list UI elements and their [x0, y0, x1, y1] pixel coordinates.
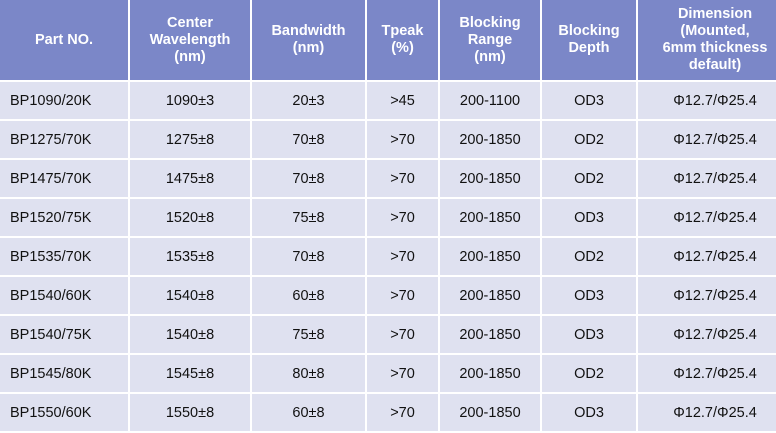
header-line: Tpeak	[381, 23, 424, 39]
header-blocking-depth: Blocking Depth	[542, 0, 636, 80]
cell-part-no: BP1535/70K	[0, 238, 128, 275]
header-line: Range	[467, 31, 513, 48]
header-line: (nm)	[292, 40, 325, 56]
table-row: BP1545/80K 1545±8 80±8 >70 200-1850 OD2 Φ12.7/…	[0, 355, 776, 392]
header-part-no: Part NO.	[0, 0, 128, 80]
cell-dimension: Φ12.7/Φ25.4	[638, 121, 776, 158]
cell-blocking-depth: OD2	[542, 160, 636, 197]
cell-part-no: BP1540/60K	[0, 277, 128, 314]
cell-tpeak: >70	[367, 277, 438, 314]
cell-center-wavelength: 1090±3	[130, 82, 250, 119]
cell-blocking-depth: OD3	[542, 82, 636, 119]
cell-bandwidth: 70±8	[252, 121, 365, 158]
cell-blocking-range: 200-1850	[440, 316, 540, 353]
cell-part-no: BP1520/75K	[0, 199, 128, 236]
header-line: Depth	[568, 40, 610, 56]
cell-blocking-range: 200-1100	[440, 82, 540, 119]
cell-bandwidth: 20±3	[252, 82, 365, 119]
header-tpeak: Tpeak (%)	[367, 0, 438, 80]
table-row: BP1550/60K 1550±8 60±8 >70 200-1850 OD3 Φ12.7/…	[0, 394, 776, 431]
cell-center-wavelength: 1520±8	[130, 199, 250, 236]
table-row: BP1275/70K 1275±8 70±8 >70 200-1850 OD2 Φ12.7/…	[0, 121, 776, 158]
cell-dimension: Φ12.7/Φ25.4	[638, 355, 776, 392]
header-line: Dimension	[677, 6, 753, 22]
cell-blocking-range: 200-1850	[440, 121, 540, 158]
header-dimension: Dimension (Mounted, 6mm thickness default)	[638, 0, 776, 80]
cell-dimension: Φ12.7/Φ25.4	[638, 394, 776, 431]
cell-center-wavelength: 1540±8	[130, 316, 250, 353]
cell-tpeak: >45	[367, 82, 438, 119]
header-line: (Mounted,	[680, 23, 750, 39]
cell-blocking-depth: OD3	[542, 277, 636, 314]
cell-part-no: BP1550/60K	[0, 394, 128, 431]
cell-blocking-range: 200-1850	[440, 238, 540, 275]
cell-blocking-depth: OD3	[542, 394, 636, 431]
cell-dimension: Φ12.7/Φ25.4	[638, 160, 776, 197]
cell-center-wavelength: 1550±8	[130, 394, 250, 431]
cell-dimension: Φ12.7/Φ25.4	[638, 82, 776, 119]
cell-blocking-depth: OD3	[542, 199, 636, 236]
cell-bandwidth: 70±8	[252, 238, 365, 275]
cell-part-no: BP1275/70K	[0, 121, 128, 158]
table-row: BP1090/20K 1090±3 20±3 >45 200-1100 OD3 Φ12.7/…	[0, 82, 776, 119]
header-line: (nm)	[174, 48, 206, 65]
cell-part-no: BP1475/70K	[0, 160, 128, 197]
header-line: default)	[688, 57, 742, 73]
cell-center-wavelength: 1540±8	[130, 277, 250, 314]
header-blocking-range: Blocking Range (nm)	[440, 0, 540, 80]
cell-tpeak: >70	[367, 160, 438, 197]
cell-dimension: Φ12.7/Φ25.4	[638, 277, 776, 314]
header-line: Blocking	[459, 14, 521, 31]
cell-tpeak: >70	[367, 199, 438, 236]
table-row: BP1540/60K 1540±8 60±8 >70 200-1850 OD3 Φ12.7/…	[0, 277, 776, 314]
cell-bandwidth: 60±8	[252, 277, 365, 314]
header-line: Bandwidth	[271, 23, 346, 39]
cell-tpeak: >70	[367, 316, 438, 353]
cell-blocking-depth: OD3	[542, 316, 636, 353]
cell-bandwidth: 70±8	[252, 160, 365, 197]
cell-center-wavelength: 1475±8	[130, 160, 250, 197]
cell-dimension: Φ12.7/Φ25.4	[638, 316, 776, 353]
cell-tpeak: >70	[367, 355, 438, 392]
cell-blocking-depth: OD2	[542, 121, 636, 158]
cell-blocking-range: 200-1850	[440, 355, 540, 392]
header-line: 6mm thickness	[662, 40, 768, 56]
cell-part-no: BP1545/80K	[0, 355, 128, 392]
header-bandwidth: Bandwidth (nm)	[252, 0, 365, 80]
cell-bandwidth: 60±8	[252, 394, 365, 431]
cell-blocking-range: 200-1850	[440, 160, 540, 197]
cell-bandwidth: 75±8	[252, 199, 365, 236]
header-line: Wavelength	[149, 31, 231, 48]
cell-tpeak: >70	[367, 121, 438, 158]
cell-dimension: Φ12.7/Φ25.4	[638, 238, 776, 275]
table-row: BP1540/75K 1540±8 75±8 >70 200-1850 OD3 Φ12.7/…	[0, 316, 776, 353]
cell-center-wavelength: 1535±8	[130, 238, 250, 275]
cell-tpeak: >70	[367, 238, 438, 275]
header-line: Blocking	[558, 23, 620, 39]
table-row: BP1535/70K 1535±8 70±8 >70 200-1850 OD2 Φ12.7/…	[0, 238, 776, 275]
cell-blocking-depth: OD2	[542, 238, 636, 275]
cell-bandwidth: 80±8	[252, 355, 365, 392]
table-row: BP1520/75K 1520±8 75±8 >70 200-1850 OD3 Φ12.7/…	[0, 199, 776, 236]
header-center-wavelength: Center Wavelength (nm)	[130, 0, 250, 80]
cell-blocking-depth: OD2	[542, 355, 636, 392]
header-row: Part NO. Center Wavelength (nm) Bandwidth (nm…	[0, 0, 776, 80]
cell-blocking-range: 200-1850	[440, 277, 540, 314]
cell-bandwidth: 75±8	[252, 316, 365, 353]
header-line: (%)	[391, 40, 414, 56]
cell-blocking-range: 200-1850	[440, 394, 540, 431]
cell-part-no: BP1090/20K	[0, 82, 128, 119]
cell-center-wavelength: 1545±8	[130, 355, 250, 392]
cell-blocking-range: 200-1850	[440, 199, 540, 236]
header-line: Part NO.	[34, 31, 93, 48]
cell-dimension: Φ12.7/Φ25.4	[638, 199, 776, 236]
cell-part-no: BP1540/75K	[0, 316, 128, 353]
header-line: (nm)	[474, 48, 506, 65]
header-line: Center	[167, 14, 213, 31]
cell-tpeak: >70	[367, 394, 438, 431]
cell-center-wavelength: 1275±8	[130, 121, 250, 158]
table-row: BP1475/70K 1475±8 70±8 >70 200-1850 OD2 Φ12.7/…	[0, 160, 776, 197]
